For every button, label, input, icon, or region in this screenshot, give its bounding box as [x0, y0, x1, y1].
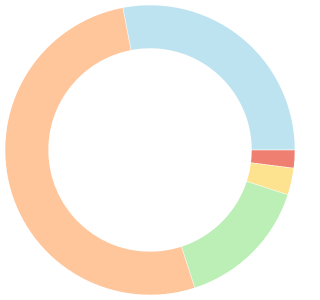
- page: {"chart_data": {"type": "donut", "values…: [4, 4, 296, 296]
- donut-segment: [4, 7, 196, 296]
- donut-segment: [122, 4, 296, 151]
- chart: [4, 4, 296, 296]
- donut-segment: [181, 181, 289, 289]
